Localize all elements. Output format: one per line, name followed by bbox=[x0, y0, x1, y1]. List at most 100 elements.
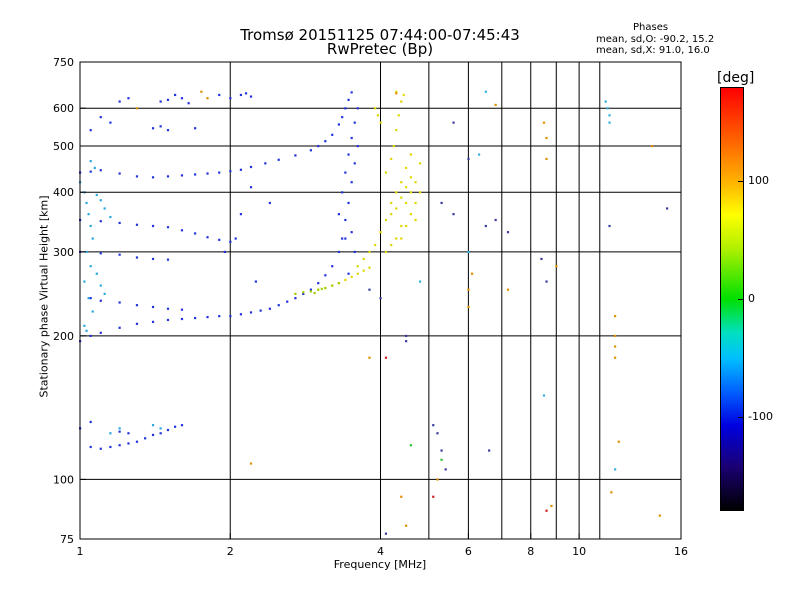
data-point bbox=[353, 162, 356, 165]
data-point bbox=[294, 154, 297, 157]
data-point bbox=[194, 232, 197, 235]
data-point bbox=[467, 157, 470, 161]
data-point bbox=[356, 265, 359, 268]
data-point bbox=[390, 157, 393, 161]
data-point bbox=[331, 265, 334, 268]
data-point bbox=[341, 116, 344, 119]
data-point bbox=[89, 445, 92, 449]
data-point bbox=[151, 176, 155, 179]
data-point bbox=[127, 442, 130, 445]
data-point bbox=[409, 213, 412, 216]
data-point bbox=[151, 433, 155, 437]
data-point bbox=[353, 250, 356, 254]
data-point bbox=[118, 430, 121, 433]
data-point bbox=[89, 420, 92, 424]
data-point bbox=[344, 171, 347, 174]
data-point bbox=[347, 201, 350, 205]
colorbar-tick-label: 100 bbox=[748, 174, 769, 188]
data-point bbox=[362, 269, 365, 272]
data-point bbox=[545, 136, 548, 140]
data-point bbox=[341, 237, 344, 240]
data-point bbox=[613, 345, 617, 348]
grid-lines bbox=[80, 62, 681, 539]
chart-title: Tromsø 20151125 07:44:00-07:45:43 bbox=[240, 26, 520, 44]
data-point bbox=[93, 166, 96, 170]
data-point bbox=[542, 394, 546, 397]
data-point bbox=[229, 240, 232, 243]
data-point bbox=[384, 250, 388, 254]
data-point bbox=[151, 127, 155, 130]
data-point bbox=[395, 191, 398, 194]
data-point bbox=[151, 224, 155, 228]
data-point bbox=[452, 213, 455, 216]
data-point bbox=[350, 136, 353, 140]
data-point bbox=[405, 524, 408, 527]
data-point bbox=[118, 326, 121, 329]
data-point bbox=[294, 292, 297, 295]
data-point bbox=[118, 444, 121, 447]
data-point bbox=[264, 162, 267, 165]
data-point bbox=[135, 322, 139, 325]
data-point bbox=[89, 170, 92, 173]
data-point bbox=[395, 92, 398, 95]
data-point bbox=[218, 171, 221, 174]
data-point bbox=[379, 121, 382, 124]
data-point bbox=[392, 144, 395, 148]
data-point bbox=[405, 201, 408, 205]
y-tick-label: 100 bbox=[53, 473, 74, 486]
data-point bbox=[540, 257, 543, 261]
data-point bbox=[180, 229, 184, 232]
data-point bbox=[249, 95, 253, 98]
data-point bbox=[317, 144, 320, 148]
data-point bbox=[99, 199, 102, 202]
data-point bbox=[317, 288, 320, 291]
data-point bbox=[89, 160, 92, 163]
data-point bbox=[356, 144, 359, 148]
data-point bbox=[239, 168, 243, 171]
data-point bbox=[494, 103, 497, 107]
data-point bbox=[467, 250, 470, 254]
data-point bbox=[324, 274, 327, 277]
data-point bbox=[444, 468, 447, 471]
data-point bbox=[103, 207, 106, 210]
data-point bbox=[206, 236, 209, 239]
data-point bbox=[218, 93, 221, 97]
data-point bbox=[200, 90, 203, 93]
data-point bbox=[651, 144, 654, 148]
data-point bbox=[617, 440, 620, 443]
y-tick-label: 600 bbox=[53, 102, 74, 115]
data-point bbox=[347, 272, 350, 275]
data-point bbox=[494, 218, 497, 222]
data-point bbox=[99, 252, 102, 255]
data-point bbox=[85, 329, 88, 332]
data-point bbox=[194, 316, 197, 320]
data-point bbox=[294, 297, 297, 300]
data-point bbox=[249, 186, 253, 189]
data-point bbox=[331, 284, 334, 287]
data-point bbox=[127, 432, 130, 435]
chart-subtitle: RwPretec (Bp) bbox=[326, 40, 434, 58]
data-point bbox=[206, 172, 209, 175]
data-point bbox=[337, 123, 341, 126]
axis-ticks: 1 2 4 6 8 10 16 75 100 200 300 400 500 600 750 bbox=[53, 56, 688, 558]
data-point bbox=[390, 201, 393, 205]
data-point bbox=[95, 193, 98, 197]
data-point bbox=[356, 272, 359, 275]
data-point bbox=[419, 191, 422, 194]
data-point bbox=[414, 181, 417, 184]
data-point bbox=[151, 257, 155, 261]
data-point bbox=[239, 93, 243, 97]
data-point bbox=[229, 315, 232, 318]
data-point bbox=[555, 265, 558, 268]
data-point bbox=[484, 90, 487, 93]
data-point bbox=[604, 100, 607, 103]
data-point bbox=[268, 201, 271, 205]
data-point bbox=[166, 307, 170, 310]
data-point bbox=[400, 196, 403, 199]
data-point bbox=[368, 356, 371, 359]
x-tick-label: 2 bbox=[227, 545, 234, 558]
data-point bbox=[395, 129, 398, 132]
data-point bbox=[151, 320, 155, 323]
data-point bbox=[254, 280, 257, 283]
data-point bbox=[118, 100, 121, 103]
